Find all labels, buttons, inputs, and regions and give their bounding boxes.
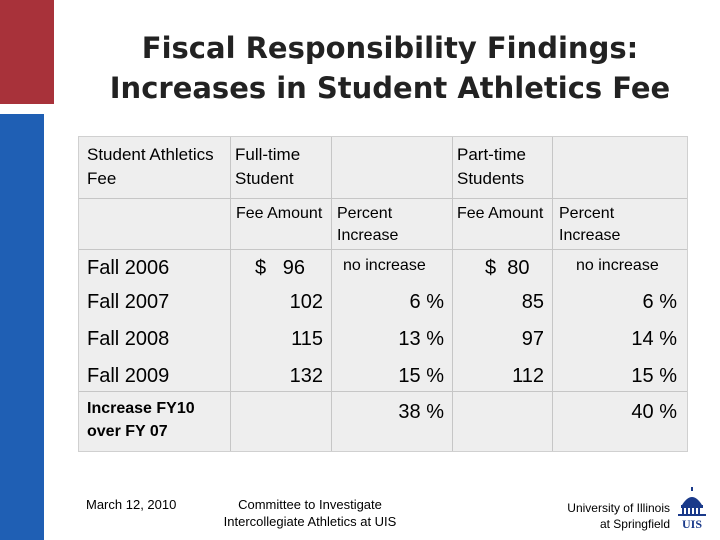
grid-line [331,137,332,451]
row-label-fall-2009: Fall 2009 [87,365,170,387]
ft-pct-fall-2008: 13 % [398,328,444,350]
pt-pct-fall-2009: 15 % [631,365,677,387]
ft-pct-fall-2009: 15 % [398,365,444,387]
ft-fee-fall-2007: 102 [289,291,323,313]
parttime-students-header: Part-time Students [457,145,526,188]
pt-pct-fall-2006: no increase [576,257,659,274]
ft-fee-amount-header: Fee Amount [236,205,323,222]
footer-date: March 12, 2010 [86,497,177,512]
grid-line [79,391,687,392]
pt-fee-fall-2007: 85 [521,291,544,313]
increase-label-line-1: Increase FY10 [87,400,195,417]
increase-label-line-2: over FY 07 [87,423,168,440]
footer-university: University of Illinois at Springfield [530,500,670,532]
committee-line-1: Committee to Investigate [238,497,382,512]
pt-fee-fall-2006: $ 80 [485,257,530,279]
pt-pct-fall-2008: 14 % [631,328,677,350]
university-line-1: University of Illinois [567,501,670,515]
athletics-fee-table: Student Athletics Fee Full-time Student … [78,136,688,452]
university-line-2: at Springfield [599,517,670,531]
row-label-fall-2006: Fall 2006 [87,257,170,279]
uis-logo: UIS [672,487,712,531]
pt-percent-increase-header: Percent Increase [559,205,621,244]
ft-percent-increase-header: Percent Increase [337,205,399,244]
logo-text: UIS [682,517,702,531]
title-line-2: Increases in Student Athletics Fee [109,71,671,105]
ft-fee-fall-2008: 115 [291,328,323,350]
ft-fee-fall-2009: 132 [289,365,323,387]
grid-line [79,249,687,250]
pt-total-increase: 40 % [631,401,677,423]
capitol-dome-icon: UIS [678,487,706,531]
pt-pct-fall-2007: 6 % [642,291,677,313]
row-label-fall-2007: Fall 2007 [87,291,170,313]
title-line-1: Fiscal Responsibility Findings: [141,31,639,65]
grid-line [230,137,231,451]
red-accent-block [0,0,54,104]
fulltime-student-header: Full-time Student [235,145,301,188]
increase-row-label: Increase FY10 over FY 07 [87,397,195,443]
ft-total-increase: 38 % [398,401,444,423]
footer-committee: Committee to Investigate Intercollegiate… [200,496,420,530]
pt-fee-amount-header: Fee Amount [457,205,544,222]
slide-title: Fiscal Responsibility Findings: Increase… [60,28,720,108]
committee-line-2: Intercollegiate Athletics at UIS [223,514,397,529]
row-header-label: Student Athletics Fee [87,145,214,188]
grid-line [452,137,453,451]
ft-fee-fall-2006: $ 96 [255,257,306,279]
pt-fee-fall-2008: 97 [521,328,544,350]
grid-line [79,198,687,199]
grid-line [552,137,553,451]
blue-accent-bar [0,114,44,540]
row-label-fall-2008: Fall 2008 [87,328,170,350]
pt-fee-fall-2009: 112 [512,365,544,387]
ft-pct-fall-2007: 6 % [409,291,444,313]
ft-pct-fall-2006: no increase [343,257,426,274]
